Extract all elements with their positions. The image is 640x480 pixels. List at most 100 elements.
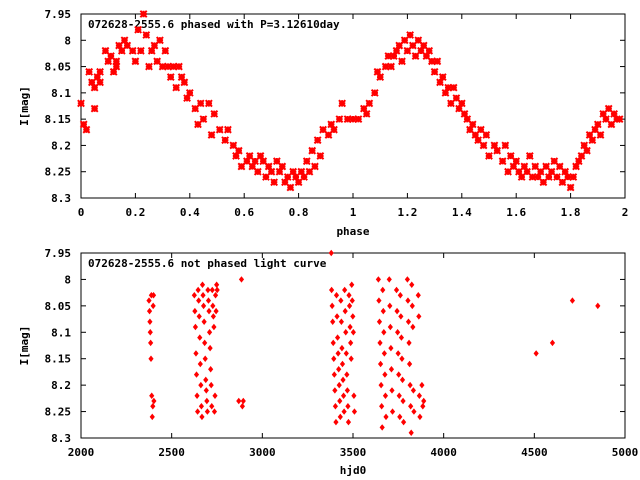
data-point <box>223 125 232 134</box>
data-point <box>191 104 200 113</box>
data-point <box>215 125 224 134</box>
data-point <box>264 162 273 171</box>
y-tick-label: 8.1 <box>51 87 71 100</box>
data-point <box>566 183 575 192</box>
data-point <box>417 413 423 421</box>
data-point <box>210 109 219 118</box>
data-point <box>192 307 198 315</box>
data-point <box>205 286 211 294</box>
data-point <box>398 334 405 341</box>
data-point <box>93 73 102 81</box>
data-point <box>245 152 254 160</box>
data-point <box>504 167 512 176</box>
data-point <box>419 41 428 50</box>
data-point <box>213 307 219 315</box>
data-point <box>476 125 485 134</box>
data-point <box>208 366 214 373</box>
data-point <box>343 115 352 124</box>
data-point <box>331 355 337 362</box>
data-point <box>416 392 422 399</box>
data-point <box>166 73 175 81</box>
data-point <box>196 313 202 320</box>
data-point <box>82 125 91 134</box>
x-tick-label: 2000 <box>68 446 95 459</box>
data-point <box>463 115 472 124</box>
data-point <box>203 387 209 394</box>
data-point <box>117 46 126 55</box>
data-point <box>585 131 594 139</box>
data-point <box>240 397 246 405</box>
data-point <box>336 381 342 389</box>
data-point <box>311 162 319 171</box>
data-point <box>376 297 382 304</box>
data-point <box>417 46 425 55</box>
y-axis-label: I[mag] <box>18 326 31 366</box>
y-tick-label: 8.2 <box>51 139 71 152</box>
data-point <box>447 99 455 108</box>
data-point <box>210 302 216 310</box>
data-point <box>393 286 400 294</box>
data-point <box>104 57 113 66</box>
y-axis-label: I[mag] <box>18 86 31 126</box>
data-point <box>415 292 421 299</box>
data-point <box>410 387 416 394</box>
x-tick-label: 1.2 <box>397 206 417 219</box>
data-point <box>330 125 338 134</box>
data-point <box>553 173 561 181</box>
y-tick-label: 8.05 <box>45 300 72 313</box>
data-point <box>336 366 342 373</box>
data-point <box>90 83 99 92</box>
data-point <box>351 392 357 399</box>
data-point <box>150 292 157 299</box>
data-point <box>452 94 461 103</box>
data-point <box>376 73 385 81</box>
data-point <box>416 313 422 320</box>
data-point <box>520 162 529 171</box>
data-point <box>403 46 412 55</box>
data-point <box>340 376 346 384</box>
data-point <box>204 99 213 108</box>
data-point <box>400 418 407 426</box>
data-point <box>149 413 155 421</box>
data-point <box>433 57 442 66</box>
data-point <box>588 136 597 145</box>
data-point <box>380 307 386 315</box>
data-point <box>349 115 357 124</box>
data-point <box>615 115 624 124</box>
y-tick-label: 7.95 <box>45 8 72 21</box>
data-point <box>533 350 539 357</box>
data-point <box>150 302 156 310</box>
x-tick-label: 0 <box>78 206 85 219</box>
data-point <box>335 350 341 357</box>
data-point <box>343 329 349 336</box>
data-point <box>234 146 243 155</box>
data-point <box>501 141 510 150</box>
data-point <box>148 355 154 362</box>
data-point <box>283 173 292 181</box>
data-point <box>457 99 466 108</box>
data-point <box>204 408 210 415</box>
data-point <box>147 329 153 336</box>
data-point <box>208 381 214 389</box>
data-point <box>206 307 212 315</box>
x-tick-label: 5000 <box>612 446 639 459</box>
data-point <box>164 62 172 71</box>
data-point <box>419 381 425 389</box>
unphased-light-curve-panel: 2000 2500 3000 3500 4000 4500 5000 7.95 8 8.05 8.1… <box>18 247 638 477</box>
data-point <box>96 67 104 76</box>
data-point <box>139 10 148 18</box>
data-point <box>101 46 110 55</box>
data-point <box>380 286 386 294</box>
data-point <box>350 329 356 336</box>
data-point <box>272 157 281 166</box>
data-point <box>345 403 351 410</box>
data-point <box>591 125 599 134</box>
x-tick-label: 2500 <box>158 446 185 459</box>
data-point <box>400 397 406 405</box>
data-point <box>468 120 477 129</box>
data-point <box>493 146 502 155</box>
x-tick-label: 1.6 <box>506 206 526 219</box>
data-point <box>134 25 143 34</box>
data-point <box>334 313 340 320</box>
